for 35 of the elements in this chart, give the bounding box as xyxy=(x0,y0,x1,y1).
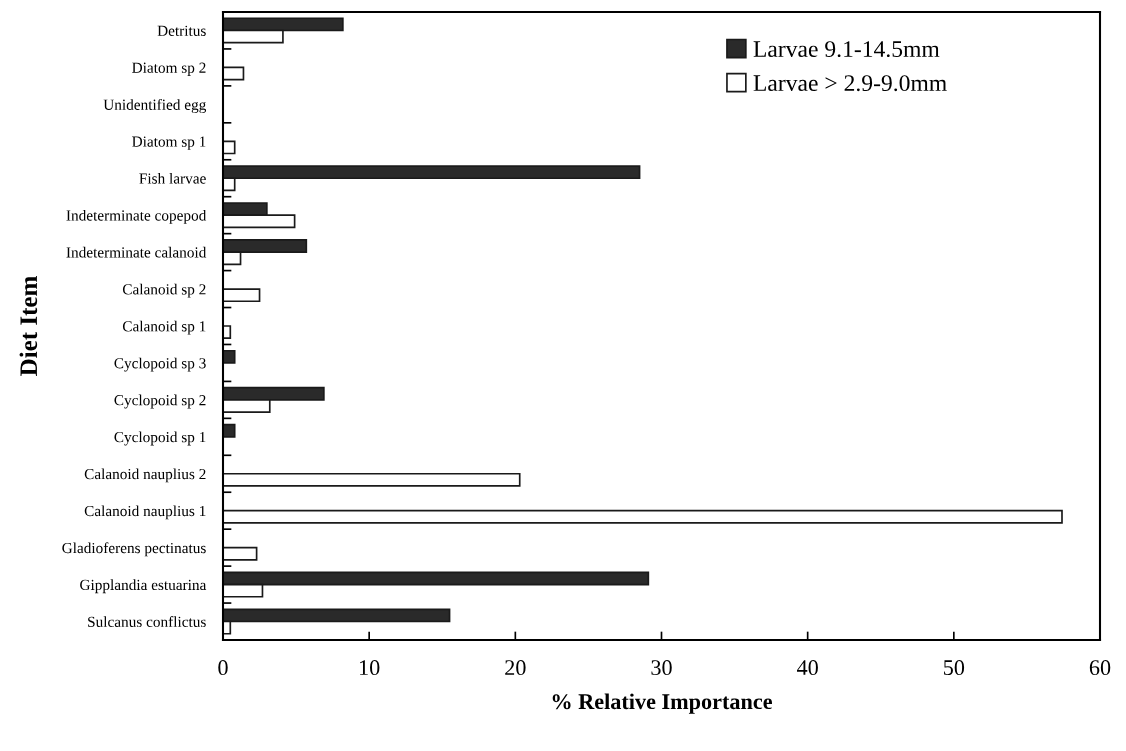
x-tick-label: 10 xyxy=(360,660,380,676)
x-tick-label: 0 xyxy=(218,660,228,676)
y-tick-label: Calanoid nauplius 1 xyxy=(84,505,206,520)
y-tick-label: Fish larvae xyxy=(139,172,206,184)
y-axis-title: Diet Item xyxy=(19,276,38,376)
bar xyxy=(223,349,236,364)
y-tick-label: Detritus xyxy=(157,25,206,36)
legend-label: Larvae > 2.9-9.0mm xyxy=(753,75,947,92)
y-tick-label: Calanoid nauplius 2 xyxy=(84,468,206,483)
y-tick-label: Calanoid sp 2 xyxy=(122,283,206,298)
y-tick-label: Sulcanus conflictus xyxy=(88,616,206,627)
y-tick-label: Diatom sp 2 xyxy=(132,62,206,76)
bar xyxy=(223,546,258,561)
y-tick-label: Unidentified egg xyxy=(103,98,207,114)
y-tick-label: Indeterminate copepod xyxy=(66,209,207,224)
x-tick-label: 20 xyxy=(505,660,526,676)
bar xyxy=(223,509,1063,524)
y-tick-label: Indeterminate calanoid xyxy=(66,246,207,258)
bar xyxy=(223,423,236,438)
y-tick-label: Cyclopoid sp 3 xyxy=(114,357,206,372)
y-tick-label: Calanoid sp 1 xyxy=(122,320,206,335)
x-tick-label: 50 xyxy=(944,660,965,676)
x-tick-label: 40 xyxy=(796,660,818,676)
y-tick-label: Cyclopoid sp 2 xyxy=(114,394,206,409)
y-tick-label: Gladioferens pectinatus xyxy=(62,542,206,557)
x-tick-label: 30 xyxy=(651,660,672,676)
y-tick-label: Diatom sp 1 xyxy=(132,136,206,150)
x-axis-title: % Relative Importance xyxy=(552,693,773,714)
bar xyxy=(223,288,261,303)
x-tick-label: 60 xyxy=(1089,660,1111,676)
y-tick-label: Gipplandia estuarina xyxy=(80,579,207,594)
bar xyxy=(223,140,236,155)
bar xyxy=(223,472,521,487)
y-tick-label: Cyclopoid sp 1 xyxy=(114,431,206,446)
legend-label: Larvae 9.1-14.5mm xyxy=(753,41,940,58)
